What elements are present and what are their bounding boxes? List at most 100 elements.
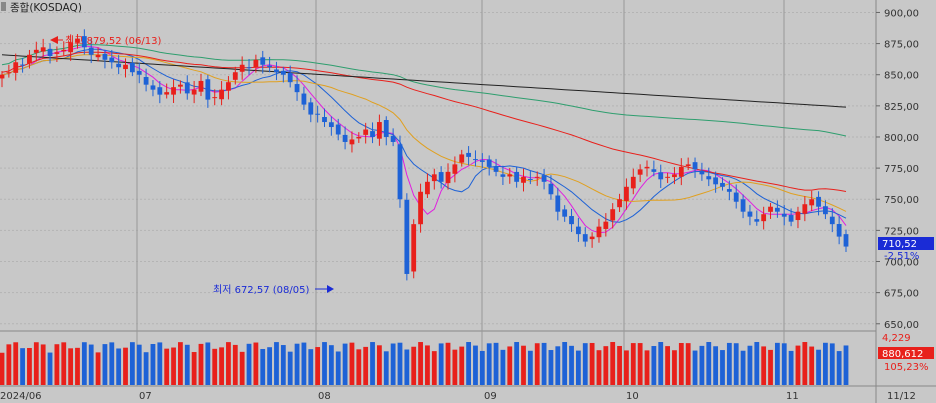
candle-body[interactable] bbox=[726, 189, 732, 192]
volume-bar[interactable] bbox=[624, 350, 629, 385]
candle-body[interactable] bbox=[294, 84, 300, 93]
volume-bar[interactable] bbox=[178, 342, 183, 385]
volume-bar[interactable] bbox=[40, 344, 46, 385]
candle-body[interactable] bbox=[88, 47, 94, 55]
candle-body[interactable] bbox=[658, 172, 664, 180]
candle-body[interactable] bbox=[342, 134, 348, 142]
volume-bar[interactable] bbox=[823, 342, 828, 385]
candle-body[interactable] bbox=[651, 169, 657, 172]
candle-body[interactable] bbox=[13, 62, 19, 73]
candle-body[interactable] bbox=[720, 182, 725, 187]
candle-body[interactable] bbox=[335, 124, 341, 135]
volume-bar[interactable] bbox=[459, 346, 465, 385]
volume-bar[interactable] bbox=[473, 345, 478, 385]
candle-body[interactable] bbox=[315, 113, 321, 115]
candle-body[interactable] bbox=[788, 215, 794, 222]
volume-bar[interactable] bbox=[397, 342, 403, 385]
candle-body[interactable] bbox=[823, 206, 828, 215]
volume-bar[interactable] bbox=[829, 343, 835, 385]
candle-body[interactable] bbox=[370, 131, 375, 137]
volume-bar[interactable] bbox=[184, 344, 190, 385]
volume-bar[interactable] bbox=[376, 345, 382, 385]
volume-bar[interactable] bbox=[301, 342, 307, 385]
candle-body[interactable] bbox=[617, 199, 622, 208]
volume-bar[interactable] bbox=[692, 350, 698, 385]
volume-bar[interactable] bbox=[665, 346, 670, 385]
volume-bar[interactable] bbox=[479, 350, 485, 385]
candle-body[interactable] bbox=[376, 122, 382, 139]
volume-bar[interactable] bbox=[802, 342, 808, 385]
volume-bar[interactable] bbox=[733, 343, 739, 385]
candle-body[interactable] bbox=[781, 213, 787, 217]
candle-body[interactable] bbox=[500, 174, 506, 177]
candle-body[interactable] bbox=[685, 164, 691, 167]
price-panel[interactable] bbox=[0, 0, 876, 330]
candle-body[interactable] bbox=[397, 144, 403, 200]
candle-body[interactable] bbox=[27, 54, 32, 64]
candle-body[interactable] bbox=[665, 176, 670, 178]
candle-body[interactable] bbox=[191, 89, 197, 95]
candle-body[interactable] bbox=[678, 166, 684, 177]
candle-body[interactable] bbox=[521, 176, 526, 183]
candle-body[interactable] bbox=[761, 214, 767, 222]
volume-bar[interactable] bbox=[569, 345, 574, 385]
candle-body[interactable] bbox=[493, 166, 499, 172]
volume-bar[interactable] bbox=[20, 348, 25, 385]
candle-body[interactable] bbox=[603, 221, 609, 229]
candle-body[interactable] bbox=[150, 85, 156, 90]
candle-body[interactable] bbox=[75, 38, 80, 43]
volume-bar[interactable] bbox=[404, 349, 410, 385]
candle-body[interactable] bbox=[774, 207, 780, 212]
candle-body[interactable] bbox=[575, 226, 581, 235]
volume-bar[interactable] bbox=[411, 346, 417, 385]
volume-bar[interactable] bbox=[493, 342, 499, 385]
volume-bar[interactable] bbox=[706, 342, 712, 385]
candle-body[interactable] bbox=[20, 64, 25, 66]
volume-bar[interactable] bbox=[445, 342, 451, 385]
volume-bar[interactable] bbox=[562, 342, 568, 385]
candle-body[interactable] bbox=[459, 154, 465, 163]
volume-bar[interactable] bbox=[431, 351, 437, 385]
volume-bar[interactable] bbox=[699, 345, 705, 385]
volume-bar[interactable] bbox=[157, 342, 163, 385]
candle-body[interactable] bbox=[754, 219, 760, 222]
candle-body[interactable] bbox=[383, 120, 389, 137]
candle-body[interactable] bbox=[555, 195, 561, 212]
volume-bar[interactable] bbox=[836, 351, 842, 385]
volume-bar[interactable] bbox=[335, 351, 341, 385]
volume-bar[interactable] bbox=[582, 343, 588, 385]
candle-body[interactable] bbox=[301, 93, 307, 105]
volume-bar[interactable] bbox=[150, 344, 156, 385]
candle-body[interactable] bbox=[527, 178, 533, 180]
volume-bar[interactable] bbox=[603, 346, 609, 385]
volume-bar[interactable] bbox=[322, 342, 327, 385]
volume-bar[interactable] bbox=[843, 345, 849, 385]
volume-bar[interactable] bbox=[219, 347, 224, 385]
candle-body[interactable] bbox=[390, 135, 396, 142]
candle-body[interactable] bbox=[582, 234, 588, 242]
candle-body[interactable] bbox=[445, 171, 451, 184]
candle-body[interactable] bbox=[541, 175, 547, 182]
volume-bar[interactable] bbox=[342, 343, 348, 385]
volume-bar[interactable] bbox=[81, 342, 87, 385]
volume-bar[interactable] bbox=[548, 350, 554, 385]
candle-body[interactable] bbox=[713, 177, 719, 185]
volume-bar[interactable] bbox=[521, 345, 526, 385]
volume-bar[interactable] bbox=[555, 346, 561, 385]
volume-bar[interactable] bbox=[418, 342, 423, 385]
volume-bar[interactable] bbox=[425, 345, 430, 385]
volume-bar[interactable] bbox=[527, 350, 533, 385]
volume-bar[interactable] bbox=[308, 349, 314, 385]
volume-bar[interactable] bbox=[610, 342, 616, 385]
candle-body[interactable] bbox=[562, 209, 568, 217]
volume-bar[interactable] bbox=[198, 343, 204, 385]
candle-body[interactable] bbox=[795, 211, 801, 221]
candle-body[interactable] bbox=[768, 206, 773, 212]
candle-body[interactable] bbox=[212, 97, 218, 99]
candle-body[interactable] bbox=[322, 117, 327, 123]
candle-body[interactable] bbox=[246, 67, 252, 69]
volume-bar[interactable] bbox=[541, 342, 547, 385]
candle-body[interactable] bbox=[630, 176, 636, 189]
candle-body[interactable] bbox=[136, 70, 142, 75]
candle-body[interactable] bbox=[109, 57, 115, 63]
